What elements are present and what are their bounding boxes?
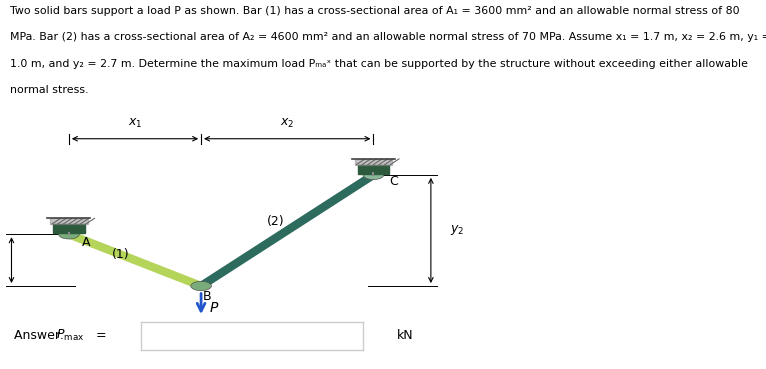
Text: (1): (1) <box>112 248 129 262</box>
Text: $y_2$: $y_2$ <box>450 224 464 237</box>
Text: =: = <box>96 329 106 342</box>
Circle shape <box>191 281 211 291</box>
Circle shape <box>363 170 384 180</box>
Text: B: B <box>202 290 211 303</box>
Bar <box>51 218 87 224</box>
Bar <box>355 159 392 165</box>
Text: C: C <box>389 175 398 188</box>
Text: (2): (2) <box>267 215 285 228</box>
Text: !: ! <box>374 328 381 343</box>
Text: MPa. Bar (2) has a cross-sectional area of A₂ = 4600 mm² and an allowable normal: MPa. Bar (2) has a cross-sectional area … <box>10 32 766 42</box>
Text: Two solid bars support a load P as shown. Bar (1) has a cross-sectional area of : Two solid bars support a load P as shown… <box>10 6 740 15</box>
Bar <box>53 224 85 233</box>
Text: Answer:: Answer: <box>14 329 67 342</box>
Text: i: i <box>124 328 129 343</box>
Bar <box>358 165 389 174</box>
Text: $x_1$: $x_1$ <box>128 117 142 130</box>
Text: kN: kN <box>397 329 414 342</box>
Text: normal stress.: normal stress. <box>10 85 88 95</box>
Text: 1.0 m, and y₂ = 2.7 m. Determine the maximum load Pₘₐˣ that can be supported by : 1.0 m, and y₂ = 2.7 m. Determine the max… <box>10 59 748 69</box>
Text: A: A <box>82 235 90 249</box>
Circle shape <box>58 230 80 239</box>
Text: P: P <box>210 301 218 315</box>
Text: $\mathit{P}_{\mathrm{max}}$: $\mathit{P}_{\mathrm{max}}$ <box>56 328 84 343</box>
Text: $x_2$: $x_2$ <box>280 117 294 130</box>
